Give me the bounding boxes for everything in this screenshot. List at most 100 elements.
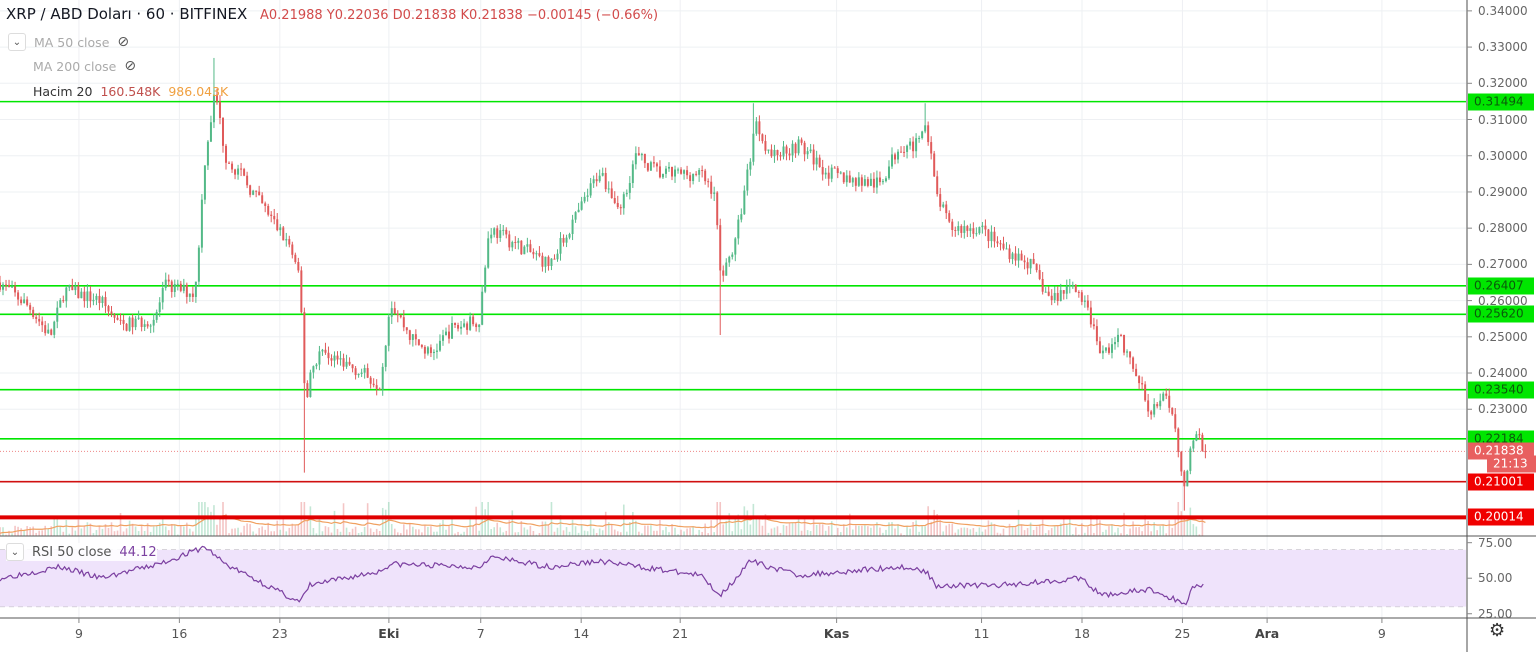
time-tick-label: 9 bbox=[74, 626, 83, 641]
candle-body bbox=[1126, 351, 1129, 353]
candle-body bbox=[429, 347, 432, 354]
candle bbox=[80, 288, 83, 299]
candle-body bbox=[200, 199, 203, 248]
candle-body bbox=[719, 225, 722, 271]
volume-bar bbox=[683, 531, 685, 536]
candle-body bbox=[1086, 300, 1089, 308]
candle bbox=[658, 160, 661, 179]
volume-bar bbox=[861, 525, 863, 536]
candle bbox=[860, 174, 863, 192]
candle-body bbox=[658, 166, 661, 178]
candle bbox=[158, 297, 161, 317]
eye-off-icon[interactable]: ⊘ bbox=[117, 34, 130, 50]
candle bbox=[390, 301, 393, 324]
candle bbox=[1086, 294, 1089, 311]
candle-body bbox=[243, 169, 246, 176]
price-tick-label: 0.29000 bbox=[1478, 184, 1528, 199]
collapse-toggle[interactable]: ⌄ bbox=[8, 33, 26, 51]
candle-body bbox=[761, 134, 764, 142]
indicator-label: MA 50 close bbox=[34, 34, 110, 50]
candle-body bbox=[1189, 448, 1192, 471]
candle bbox=[556, 249, 559, 262]
volume-bar bbox=[372, 531, 375, 536]
volume-bar bbox=[318, 519, 321, 536]
symbol-title[interactable]: XRP / ABD Doları · 60 · BITFINEX bbox=[6, 5, 248, 23]
candle bbox=[1032, 253, 1035, 265]
candle bbox=[547, 255, 550, 271]
collapse-toggle[interactable]: ⌄ bbox=[6, 543, 24, 561]
settings-gear-icon[interactable]: ⚙ bbox=[1489, 620, 1506, 641]
volume-bar bbox=[1056, 525, 1059, 536]
candle bbox=[517, 237, 520, 250]
candle bbox=[972, 222, 975, 239]
candle-body bbox=[788, 153, 791, 156]
volume-bar bbox=[577, 532, 580, 536]
eye-off-icon[interactable]: ⊘ bbox=[124, 58, 137, 74]
volume-bar bbox=[725, 520, 728, 536]
candle bbox=[237, 164, 240, 180]
candle bbox=[836, 165, 839, 179]
price-level-label: 0.25620 bbox=[1468, 305, 1534, 323]
candle-body bbox=[321, 349, 324, 352]
volume-bar bbox=[496, 522, 499, 536]
volume-bar bbox=[616, 531, 619, 536]
volume-bar bbox=[1141, 531, 1143, 536]
volume-bar bbox=[541, 521, 544, 536]
indicator-ma50[interactable]: ⌄ MA 50 close ⊘ bbox=[8, 33, 129, 51]
volume-bar bbox=[815, 524, 818, 536]
volume-bar bbox=[1102, 531, 1104, 536]
volume-bar bbox=[821, 524, 824, 536]
candle-body bbox=[746, 169, 749, 191]
volume-bars bbox=[0, 502, 1207, 536]
candle-body bbox=[176, 283, 179, 285]
candle-body bbox=[942, 204, 945, 207]
candle bbox=[399, 314, 402, 319]
volume-bar bbox=[981, 531, 984, 536]
candle-body bbox=[399, 315, 402, 318]
volume-bar bbox=[1014, 527, 1017, 536]
candle-body bbox=[209, 122, 212, 142]
candle bbox=[1050, 289, 1053, 306]
volume-bar bbox=[445, 529, 447, 536]
candle-body bbox=[622, 194, 625, 209]
candle bbox=[448, 324, 451, 344]
candle-body bbox=[951, 221, 954, 230]
candle bbox=[881, 178, 884, 185]
indicator-volume[interactable]: Hacim 20 160.548K 986.043K bbox=[33, 84, 228, 99]
candle bbox=[625, 189, 628, 197]
candle-body bbox=[758, 121, 761, 135]
volume-bar bbox=[330, 532, 333, 536]
candle bbox=[1171, 407, 1174, 416]
candle-body bbox=[860, 177, 863, 186]
volume-bar bbox=[276, 520, 279, 536]
candle-body bbox=[854, 178, 857, 186]
candle bbox=[574, 211, 577, 223]
volume-bar bbox=[110, 522, 113, 536]
candle bbox=[981, 221, 984, 234]
volume-bar bbox=[921, 525, 923, 536]
volume-bar bbox=[918, 531, 920, 536]
candle bbox=[1047, 286, 1050, 297]
volume-bar bbox=[1032, 530, 1035, 536]
candle-body bbox=[432, 351, 435, 354]
candle bbox=[164, 272, 167, 291]
candle bbox=[785, 144, 788, 161]
candle bbox=[215, 88, 218, 105]
indicator-ma200[interactable]: MA 200 close ⊘ bbox=[33, 58, 136, 74]
candle bbox=[35, 313, 38, 324]
volume-bar bbox=[2, 527, 4, 536]
volume-bar bbox=[604, 511, 607, 536]
rsi-legend[interactable]: ⌄ RSI 50 close 44.12 bbox=[6, 543, 157, 561]
candle-body bbox=[333, 355, 336, 361]
candle-body bbox=[411, 334, 414, 340]
candle-body bbox=[674, 169, 677, 177]
candle bbox=[1041, 271, 1044, 295]
candle bbox=[613, 191, 616, 205]
candle-body bbox=[1162, 393, 1165, 401]
candle bbox=[628, 176, 631, 200]
volume-bar bbox=[782, 524, 785, 536]
candle-body bbox=[155, 312, 158, 320]
candle bbox=[749, 158, 752, 176]
volume-bar bbox=[113, 531, 116, 536]
